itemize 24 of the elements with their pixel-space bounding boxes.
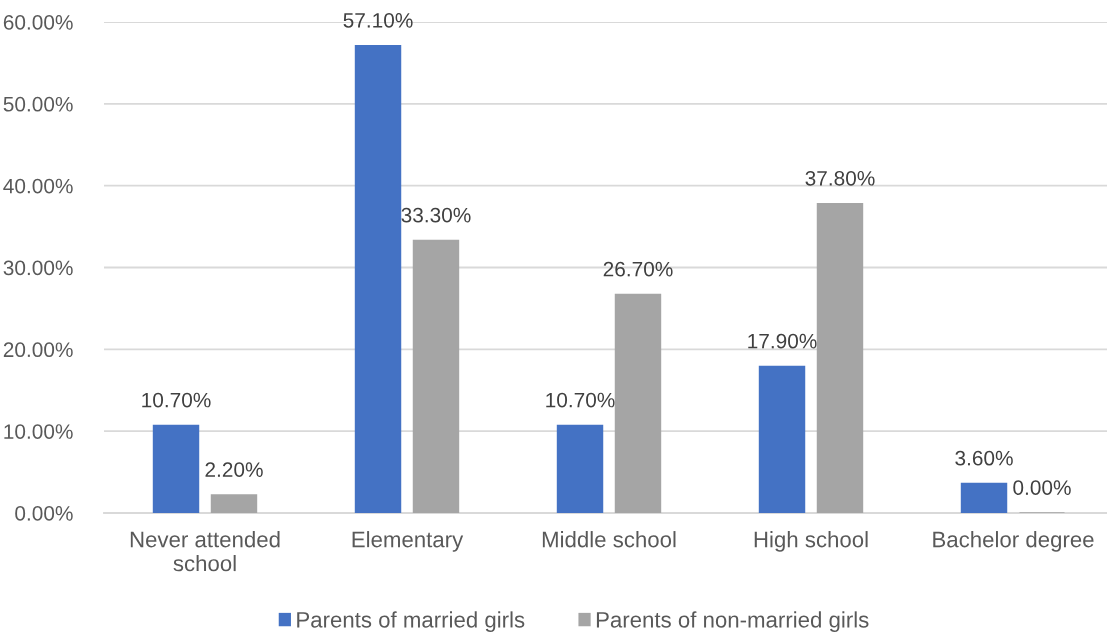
x-tick-label: Middle school bbox=[542, 531, 676, 548]
data-label: 33.30% bbox=[401, 207, 471, 223]
data-label: 2.20% bbox=[205, 462, 263, 477]
y-tick-label: 50.00% bbox=[3, 96, 73, 112]
legend-label: Parents of married girls bbox=[297, 611, 525, 633]
y-tick-label: 20.00% bbox=[3, 342, 73, 358]
x-tick-label: Bachelor degree bbox=[933, 531, 1094, 552]
y-tick-label: 0.00% bbox=[15, 506, 73, 521]
data-label: 10.70% bbox=[546, 392, 615, 408]
data-label: 3.60% bbox=[955, 450, 1013, 466]
x-tick-label: Elementary bbox=[352, 531, 464, 552]
legend-label: Parents of non-married girls bbox=[596, 611, 869, 633]
x-tick-label: High school bbox=[754, 531, 868, 552]
y-tick-label: 40.00% bbox=[3, 178, 73, 194]
y-tick-label: 10.00% bbox=[4, 424, 73, 439]
x-tick-label: Never attended school bbox=[130, 531, 280, 572]
y-tick-label: 60.00% bbox=[3, 15, 73, 30]
data-label: 26.70% bbox=[603, 261, 673, 277]
data-label: 10.70% bbox=[142, 392, 211, 408]
data-label: 0.00% bbox=[1013, 480, 1071, 495]
data-label: 37.80% bbox=[805, 170, 875, 186]
data-label: 17.90% bbox=[748, 333, 817, 349]
data-label: 57.10% bbox=[343, 12, 413, 28]
y-tick-label: 30.00% bbox=[3, 260, 73, 276]
